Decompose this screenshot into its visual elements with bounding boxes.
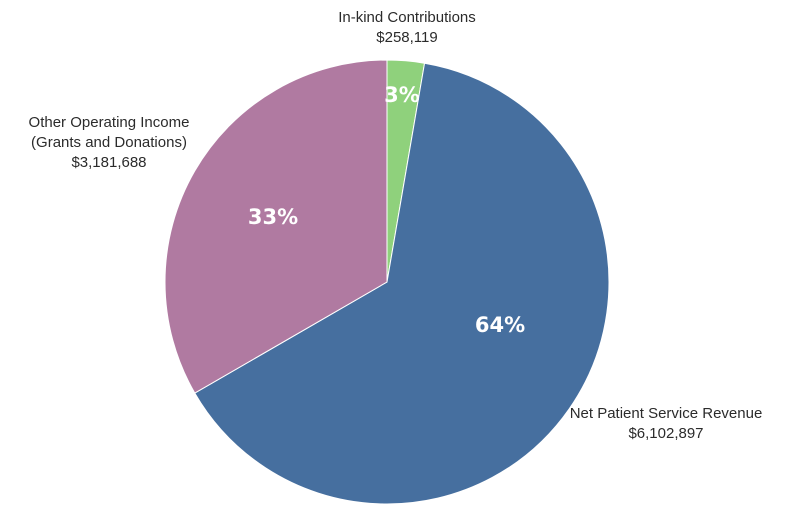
pie-slices xyxy=(164,59,610,505)
slice-labels: In-kind Contributions $258,119 Net Patient… xyxy=(29,9,763,442)
slice-label-line: In-kind Contributions xyxy=(338,9,476,26)
slice-label-line: $258,119 xyxy=(376,29,437,46)
slice-percent-label: 64% xyxy=(475,313,525,337)
slice-label-line: Other Operating Income xyxy=(29,114,190,131)
slice-percent-label: 3% xyxy=(384,83,420,107)
slice-category-label: Net Patient Service Revenue $6,102,897 xyxy=(570,405,763,442)
slice-label-line: Net Patient Service Revenue xyxy=(570,405,763,422)
pie-slice-2 xyxy=(194,62,610,505)
pie-slice-3 xyxy=(164,59,388,394)
percent-labels: 3% 64% 33% xyxy=(248,83,525,337)
slice-percent-label: 33% xyxy=(248,205,298,229)
slice-label-line: $3,181,688 xyxy=(71,154,146,171)
slice-category-label: In-kind Contributions $258,119 xyxy=(338,9,476,46)
slice-label-line: $6,102,897 xyxy=(628,425,703,442)
slice-category-label: Other Operating Income (Grants and Donati… xyxy=(29,114,190,171)
slice-label-line: (Grants and Donations) xyxy=(31,134,187,151)
